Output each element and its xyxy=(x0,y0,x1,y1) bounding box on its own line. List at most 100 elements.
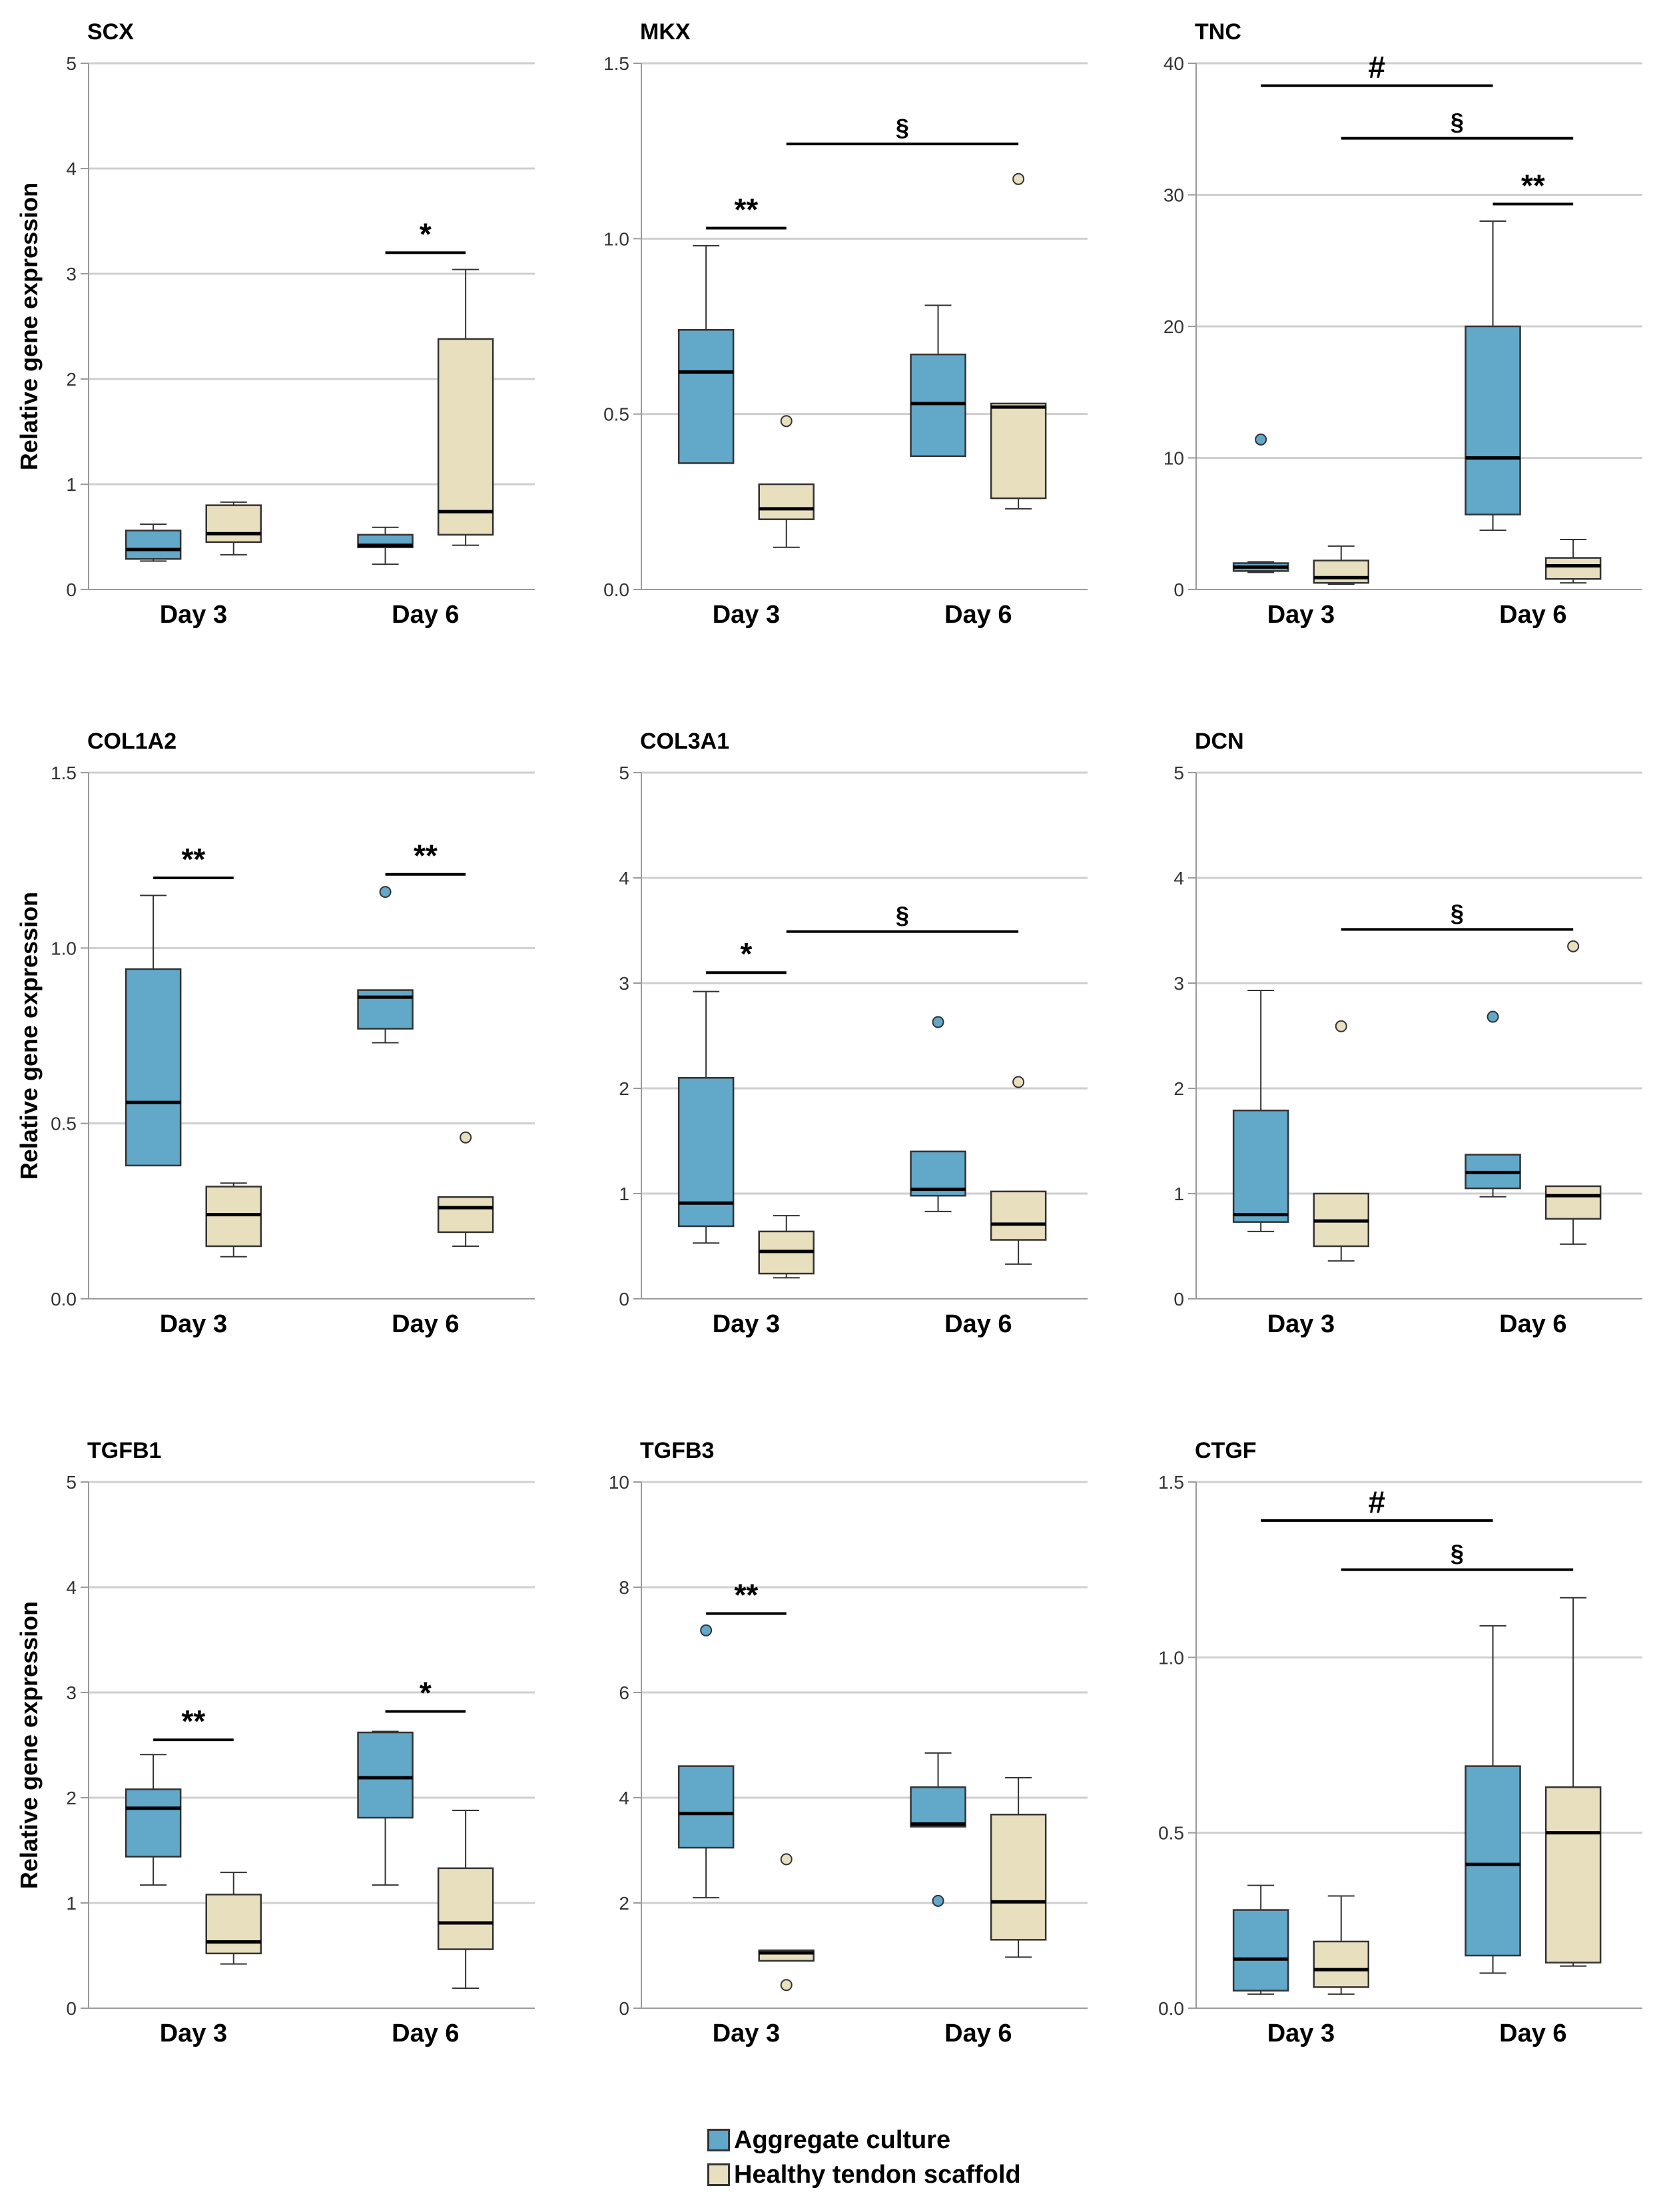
box xyxy=(990,1190,1047,1241)
y-tick-label: 10 xyxy=(609,1472,629,1493)
y-tick-label: 0 xyxy=(1173,579,1184,600)
significance-label: § xyxy=(896,114,909,141)
legend: Aggregate culture Healthy tendon scaffol… xyxy=(707,2123,1107,2207)
outlier-point xyxy=(780,415,793,428)
box xyxy=(1465,325,1521,516)
significance-label: § xyxy=(1451,899,1464,926)
box xyxy=(205,1186,262,1248)
significance-label: # xyxy=(1369,1485,1386,1519)
outlier-point xyxy=(379,886,392,899)
outlier-point xyxy=(1012,1076,1025,1088)
y-tick-label: 3 xyxy=(619,973,629,994)
x-tick-label: Day 6 xyxy=(1499,2020,1566,2047)
y-tick-label: 10 xyxy=(1163,448,1184,469)
box xyxy=(125,968,182,1167)
x-tick-label: Day 6 xyxy=(944,1310,1012,1338)
y-tick-label: 1 xyxy=(66,474,77,495)
box xyxy=(205,504,262,544)
y-tick-label: 4 xyxy=(1173,868,1184,889)
y-axis-label: Relative gene expression xyxy=(15,183,43,470)
y-tick-label: 30 xyxy=(1163,185,1184,206)
y-tick-label: 1.0 xyxy=(603,228,629,249)
y-tick-label: 2 xyxy=(66,369,77,390)
box xyxy=(758,483,815,520)
x-tick-label: Day 6 xyxy=(392,2020,459,2047)
box xyxy=(125,530,182,560)
x-tick-label: Day 3 xyxy=(713,2020,780,2047)
y-tick-label: 0 xyxy=(619,1998,629,2019)
y-tick-label: 4 xyxy=(66,1577,77,1598)
panel-title: COL1A2 xyxy=(87,729,176,754)
x-tick-label: Day 3 xyxy=(713,1310,780,1338)
box xyxy=(1313,1940,1369,1988)
box xyxy=(1232,1109,1289,1223)
panel-title: DCN xyxy=(1195,729,1244,754)
y-tick-label: 2 xyxy=(619,1893,629,1914)
y-tick-label: 2 xyxy=(1173,1078,1184,1099)
panel-scx: SCX 0 1 2 3 4 5 Relative gene expression Day 3 Da… xyxy=(15,19,535,629)
significance-label: ** xyxy=(182,1704,206,1738)
x-tick-label: Day 6 xyxy=(1499,1310,1566,1338)
y-tick-label: 2 xyxy=(619,1078,629,1099)
box xyxy=(437,1867,494,1950)
legend-item-scaffold: Healthy tendon scaffold xyxy=(707,2158,1021,2191)
panel-tgfb1: TGFB1 0 1 2 3 4 5 Relative gene expression Day 3… xyxy=(15,1438,535,2047)
x-tick-label: Day 6 xyxy=(944,2020,1012,2047)
outlier-point xyxy=(1335,1020,1347,1032)
significance-label: § xyxy=(1451,109,1464,136)
significance-label: * xyxy=(420,216,432,251)
y-tick-label: 4 xyxy=(619,868,629,889)
panel-col1a2: COL1A2 0.0 0.5 1.0 1.5 Relative gene expressi… xyxy=(15,729,535,1338)
y-tick-label: 5 xyxy=(66,1472,77,1493)
outlier-point xyxy=(700,1624,713,1637)
panel-ctgf: CTGF 0.0 0.5 1.0 1.5 Day 3 Day 6 # § xyxy=(1158,1438,1642,2047)
outlier-point xyxy=(1487,1010,1499,1023)
legend-item-aggregate: Aggregate culture xyxy=(707,2123,950,2157)
y-tick-label: 3 xyxy=(66,264,77,284)
y-tick-label: 1.0 xyxy=(1158,1647,1184,1668)
y-tick-label: 4 xyxy=(619,1788,629,1808)
legend-label-aggregate: Aggregate culture xyxy=(734,2125,951,2154)
y-tick-label: 5 xyxy=(66,53,77,74)
box xyxy=(1544,557,1602,580)
x-tick-label: Day 3 xyxy=(160,601,227,629)
x-tick-label: Day 6 xyxy=(944,601,1012,629)
significance-label: # xyxy=(1369,50,1386,85)
y-tick-label: 1.5 xyxy=(51,763,77,783)
y-tick-label: 5 xyxy=(1173,763,1184,783)
y-tick-label: 0 xyxy=(1173,1289,1184,1309)
box xyxy=(205,1894,262,1955)
y-tick-label: 5 xyxy=(619,763,629,783)
significance-label: § xyxy=(1451,1540,1464,1567)
y-tick-label: 0 xyxy=(66,1998,77,2019)
y-tick-label: 0 xyxy=(66,579,77,600)
outlier-point xyxy=(780,1853,793,1866)
y-tick-label: 3 xyxy=(1173,973,1184,994)
y-tick-label: 0 xyxy=(619,1289,629,1309)
y-tick-label: 40 xyxy=(1163,53,1184,74)
panel-title: SCX xyxy=(87,19,134,45)
box xyxy=(990,402,1047,500)
y-tick-label: 1.0 xyxy=(51,938,77,958)
box xyxy=(1232,1909,1289,1992)
outlier-point xyxy=(780,1979,793,1992)
panel-mkx: MKX 0.0 0.5 1.0 1.5 Day 3 Day 6 ** § xyxy=(603,19,1088,629)
panel-title: COL3A1 xyxy=(640,729,729,754)
y-tick-label: 0.5 xyxy=(1158,1823,1184,1844)
y-tick-label: 1 xyxy=(1173,1184,1184,1204)
panel-dcn: DCN 0 1 2 3 4 5 Day 3 Day 6 § xyxy=(1173,729,1642,1338)
box xyxy=(990,1814,1047,1941)
y-tick-label: 2 xyxy=(66,1788,77,1808)
significance-label: * xyxy=(740,936,752,971)
y-axis-label: Relative gene expression xyxy=(15,1601,43,1889)
y-tick-label: 6 xyxy=(619,1682,629,1703)
y-tick-label: 1.5 xyxy=(1158,1472,1184,1493)
x-tick-label: Day 3 xyxy=(1267,2020,1335,2047)
box xyxy=(357,1731,414,1819)
panel-title: MKX xyxy=(640,19,691,45)
significance-label: * xyxy=(420,1675,432,1710)
panel-tnc: TNC 0 10 20 30 40 Day 3 Day 6 # § ** xyxy=(1163,19,1642,629)
y-tick-label: 0.5 xyxy=(51,1114,77,1134)
x-tick-label: Day 6 xyxy=(392,1310,459,1338)
outlier-point xyxy=(1012,173,1025,185)
